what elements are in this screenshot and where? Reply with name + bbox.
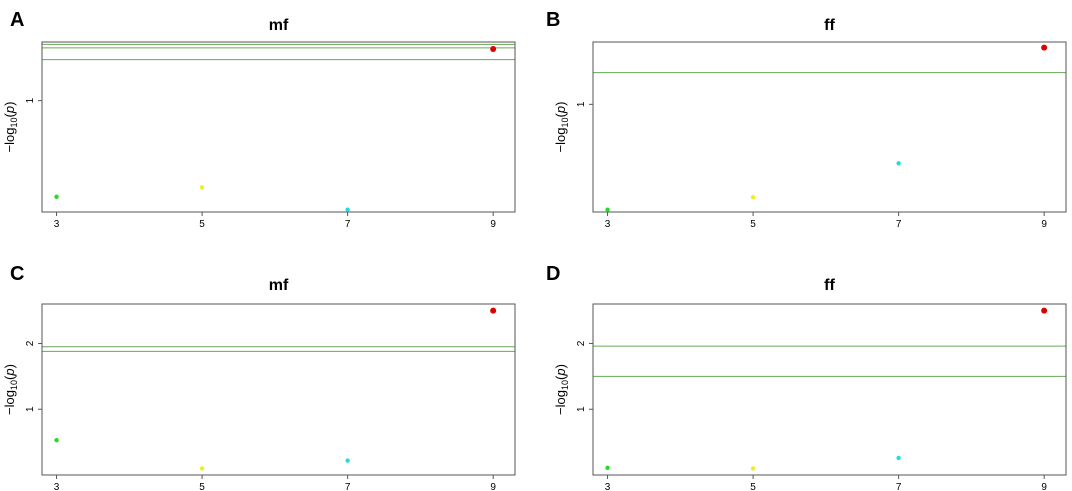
y-tick-label: 2 bbox=[576, 340, 587, 346]
y-tick-label: 1 bbox=[25, 97, 36, 103]
chart-title: mf bbox=[269, 17, 289, 34]
x-tick-label: 3 bbox=[605, 482, 611, 491]
data-point bbox=[490, 46, 497, 53]
chart-title: mf bbox=[269, 277, 289, 294]
panel-letter: D bbox=[546, 263, 560, 285]
data-point bbox=[750, 195, 756, 200]
panel-c: Cmf 3 5 7 9 1 2 −log10(p) bbox=[2, 263, 516, 491]
data-point bbox=[605, 465, 610, 470]
x-tick-label: 5 bbox=[750, 219, 756, 230]
x-tick-label: 3 bbox=[54, 219, 60, 230]
x-tick-label: 7 bbox=[345, 482, 351, 491]
plot-frame bbox=[41, 41, 516, 213]
x-tick-label: 7 bbox=[896, 219, 902, 230]
data-point bbox=[54, 437, 59, 443]
x-tick-label: 5 bbox=[199, 219, 205, 230]
data-point bbox=[345, 458, 350, 463]
x-tick-label: 5 bbox=[199, 482, 205, 491]
panel-d: Dff 3 5 7 9 1 2 −log10(p) bbox=[546, 263, 1067, 491]
y-axis-label: −log10(p) bbox=[553, 364, 570, 415]
chart-title: ff bbox=[824, 17, 835, 34]
data-point bbox=[605, 207, 610, 212]
data-point bbox=[199, 185, 205, 190]
y-tick-label: 1 bbox=[576, 406, 587, 412]
data-point bbox=[1041, 44, 1048, 51]
x-tick-label: 9 bbox=[490, 219, 496, 230]
y-axis-label: −log10(p) bbox=[2, 364, 19, 415]
y-axis-label: −log10(p) bbox=[553, 102, 570, 153]
data-point bbox=[896, 455, 901, 461]
chart-title: ff bbox=[824, 277, 835, 294]
y-tick-label: 1 bbox=[576, 101, 587, 107]
plot-frame bbox=[592, 303, 1067, 476]
x-tick-label: 5 bbox=[750, 482, 756, 491]
x-tick-label: 3 bbox=[54, 482, 60, 491]
data-point bbox=[54, 194, 59, 199]
plot-frame bbox=[41, 303, 516, 476]
x-tick-label: 3 bbox=[605, 219, 611, 230]
x-tick-label: 9 bbox=[490, 482, 496, 491]
x-tick-label: 9 bbox=[1041, 219, 1047, 230]
plot-frame bbox=[592, 41, 1067, 213]
data-point bbox=[490, 307, 497, 314]
y-axis-label: −log10(p) bbox=[2, 102, 19, 153]
data-point bbox=[750, 466, 756, 471]
panel-letter: A bbox=[10, 9, 24, 31]
x-tick-label: 7 bbox=[896, 482, 902, 491]
x-tick-label: 7 bbox=[345, 219, 351, 230]
y-tick-label: 2 bbox=[25, 340, 36, 346]
data-point bbox=[1041, 307, 1048, 314]
x-tick-label: 9 bbox=[1041, 482, 1047, 491]
data-point bbox=[199, 466, 205, 471]
panel-letter: C bbox=[10, 263, 24, 285]
data-point bbox=[345, 207, 350, 212]
data-point bbox=[896, 161, 901, 166]
panel-letter: B bbox=[546, 9, 560, 31]
y-tick-label: 1 bbox=[25, 406, 36, 412]
